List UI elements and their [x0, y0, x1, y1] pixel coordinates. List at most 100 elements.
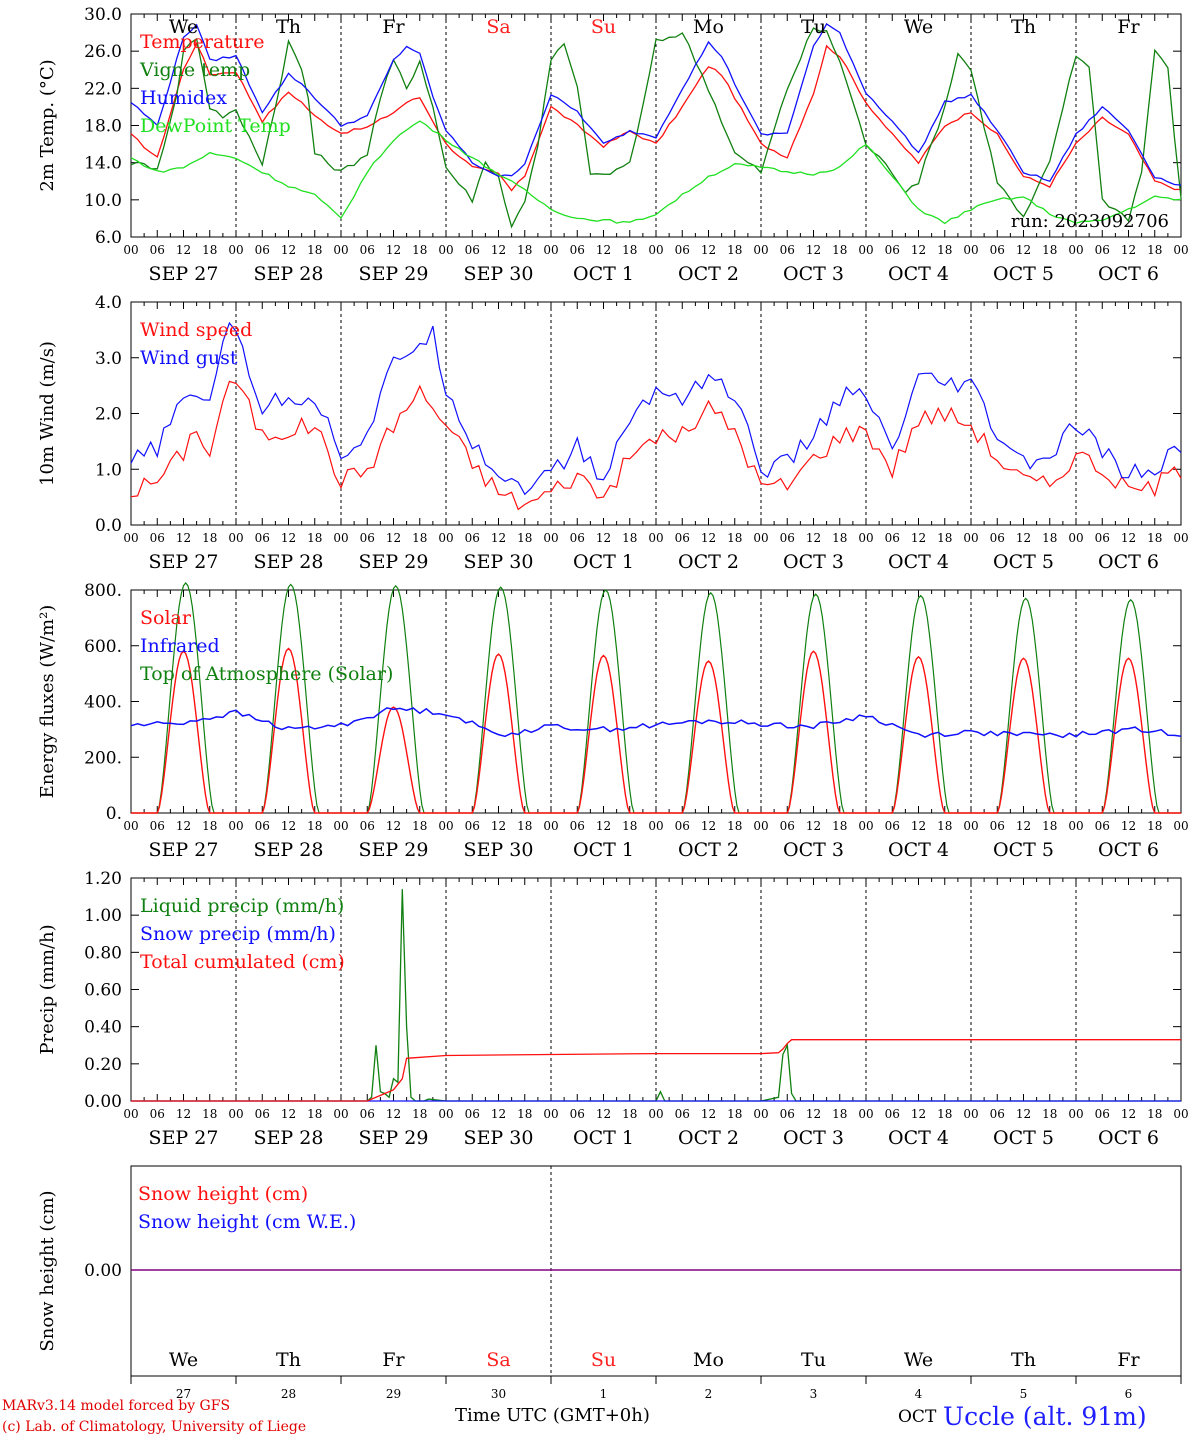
y-tick-label: 6.0: [95, 228, 122, 248]
hour-tick-label: 00: [1173, 819, 1188, 833]
hour-tick-label: 06: [360, 1107, 375, 1121]
hour-tick-label: 00: [438, 819, 453, 833]
hour-tick-label: 00: [1068, 819, 1083, 833]
y-tick-label: 3.0: [95, 349, 122, 369]
hour-tick-label: 18: [1147, 531, 1162, 545]
y-axis-label: Energy fluxes (W/m²): [37, 605, 58, 799]
hour-tick-label: 00: [648, 1107, 663, 1121]
hour-tick-label: 18: [727, 243, 742, 257]
date-label: SEP 27: [149, 839, 219, 861]
hour-tick-label: 18: [412, 1107, 427, 1121]
weekday-label: We: [169, 16, 198, 38]
y-tick-label: 18.0: [84, 117, 122, 137]
hour-tick-label: 06: [885, 819, 900, 833]
hour-tick-label: 12: [701, 243, 716, 257]
hour-tick-label: 18: [1042, 1107, 1057, 1121]
hour-tick-label: 06: [570, 531, 585, 545]
hour-tick-label: 18: [1147, 1107, 1162, 1121]
hour-tick-label: 00: [963, 1107, 978, 1121]
date-label: OCT 2: [678, 551, 739, 573]
hour-tick-label: 18: [412, 243, 427, 257]
legend-entry: Liquid precip (mm/h): [140, 895, 344, 917]
hour-tick-label: 18: [727, 1107, 742, 1121]
hour-tick-label: 00: [1068, 243, 1083, 257]
hour-tick-label: 06: [675, 531, 690, 545]
hour-tick-label: 06: [675, 1107, 690, 1121]
y-tick-label: 800.: [84, 581, 122, 601]
weekday-label: Sa: [486, 16, 510, 38]
day-number-label: 2: [705, 1387, 713, 1401]
hour-tick-label: 12: [806, 531, 821, 545]
hour-tick-label: 18: [622, 819, 637, 833]
hour-tick-label: 12: [1016, 819, 1031, 833]
hour-tick-label: 00: [648, 819, 663, 833]
hour-tick-label: 00: [543, 1107, 558, 1121]
hour-tick-label: 00: [858, 531, 873, 545]
hour-tick-label: 12: [701, 1107, 716, 1121]
hour-tick-label: 18: [202, 819, 217, 833]
y-tick-label: 1.0: [95, 460, 122, 480]
hour-tick-label: 00: [1068, 1107, 1083, 1121]
hour-tick-label: 00: [1173, 243, 1188, 257]
hour-tick-label: 00: [1068, 531, 1083, 545]
date-label: OCT 6: [1098, 839, 1159, 861]
y-tick-label: 0.80: [84, 943, 122, 963]
hour-tick-label: 00: [333, 819, 348, 833]
series-humidex: [130, 22, 1182, 186]
hour-tick-label: 12: [911, 819, 926, 833]
hour-tick-label: 06: [255, 531, 270, 545]
hour-tick-label: 18: [307, 1107, 322, 1121]
day-number-label: 1: [600, 1387, 608, 1401]
day-number-label: 27: [176, 1387, 191, 1401]
y-tick-label: 600.: [84, 637, 122, 657]
day-number-label: 28: [281, 1387, 296, 1401]
weekday-label: Sa: [486, 1349, 510, 1371]
legend-entry: Top of Atmosphere (Solar): [140, 663, 393, 685]
y-tick-label: 0.40: [84, 1018, 122, 1038]
hour-tick-label: 00: [228, 819, 243, 833]
legend-entry: Wind gust: [140, 347, 238, 369]
day-number-label: 29: [386, 1387, 401, 1401]
hour-tick-label: 12: [1121, 819, 1136, 833]
weekday-label: We: [169, 1349, 198, 1371]
hour-tick-label: 00: [333, 1107, 348, 1121]
hour-tick-label: 06: [465, 1107, 480, 1121]
hour-tick-label: 06: [150, 819, 165, 833]
hour-tick-label: 00: [753, 1107, 768, 1121]
y-tick-label: 14.0: [84, 154, 122, 174]
legend-entry: Wind speed: [140, 319, 252, 341]
hour-tick-label: 12: [1121, 243, 1136, 257]
hour-tick-label: 00: [123, 243, 138, 257]
weekday-label: Su: [591, 16, 616, 38]
hour-tick-label: 00: [228, 1107, 243, 1121]
hour-tick-label: 06: [780, 243, 795, 257]
day-number-label: 5: [1020, 1387, 1028, 1401]
date-label: SEP 29: [359, 263, 429, 285]
y-tick-label: 0.00: [84, 1261, 122, 1281]
hour-tick-label: 12: [596, 531, 611, 545]
hour-tick-label: 12: [176, 531, 191, 545]
hour-tick-label: 12: [491, 243, 506, 257]
hour-tick-label: 12: [701, 531, 716, 545]
hour-tick-label: 18: [307, 243, 322, 257]
hour-tick-label: 18: [202, 1107, 217, 1121]
day-number-label: 3: [810, 1387, 818, 1401]
hour-tick-label: 00: [753, 819, 768, 833]
hour-tick-label: 18: [832, 531, 847, 545]
hour-tick-label: 18: [202, 531, 217, 545]
hour-tick-label: 12: [281, 1107, 296, 1121]
legend-entry: DewPoint Temp: [140, 115, 291, 137]
hour-tick-label: 00: [543, 819, 558, 833]
y-tick-label: 1.20: [84, 869, 122, 889]
date-label: OCT 4: [888, 551, 949, 573]
hour-tick-label: 12: [176, 819, 191, 833]
hour-tick-label: 00: [1173, 531, 1188, 545]
date-label: SEP 30: [464, 839, 534, 861]
date-label: OCT 6: [1098, 1127, 1159, 1149]
date-label: OCT 1: [573, 1127, 634, 1149]
hour-tick-label: 12: [176, 243, 191, 257]
hour-tick-label: 18: [202, 243, 217, 257]
legend-entry: Solar: [140, 607, 192, 629]
y-tick-label: 0.: [106, 804, 122, 824]
